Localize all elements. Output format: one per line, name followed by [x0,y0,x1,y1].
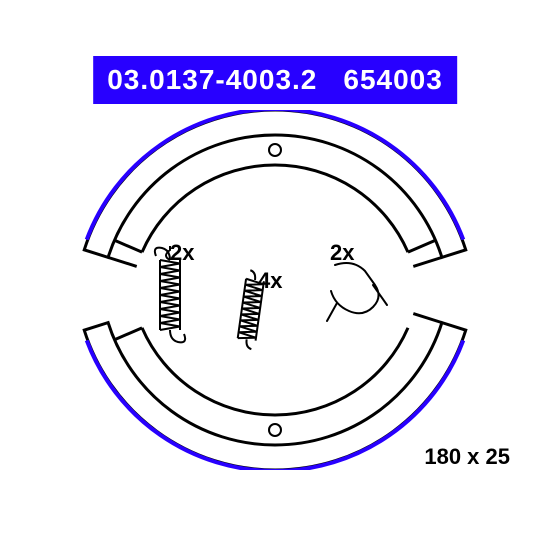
qty-wire-right: 2x [330,240,354,266]
qty-spring-left: 2x [170,240,194,266]
dimension-label: 180 x 25 [424,444,510,470]
product-card: 03.0137-4003.2 654003 2x 4x 2x 180 x 25 [0,0,550,550]
qty-spring-center: 4x [258,268,282,294]
part-number: 03.0137-4003.2 [107,64,317,96]
header-bar: 03.0137-4003.2 654003 [93,56,457,104]
alt-number: 654003 [343,64,442,96]
